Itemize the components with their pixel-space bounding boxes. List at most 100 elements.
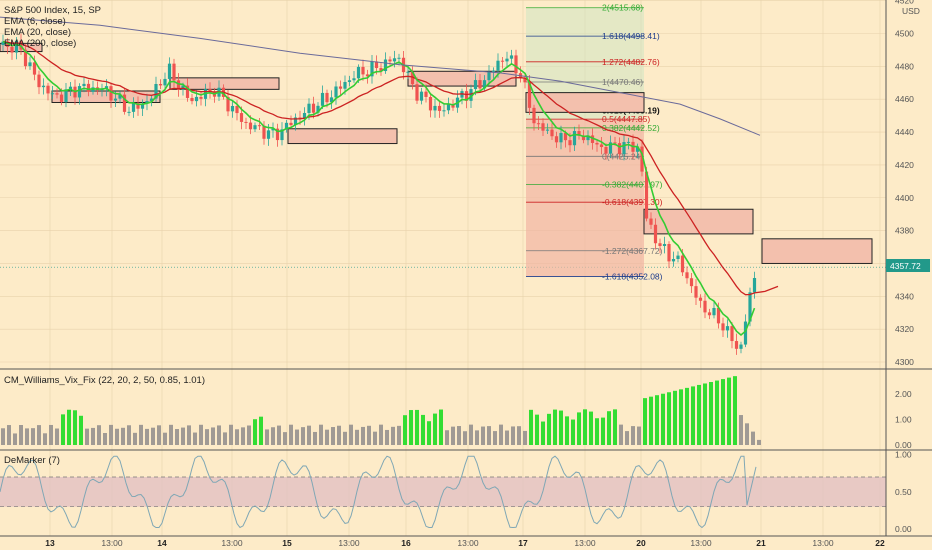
candle-body	[311, 103, 316, 113]
vix-bar	[517, 426, 521, 445]
candle-body	[28, 62, 32, 67]
candle-body	[23, 49, 28, 67]
candle-body	[77, 86, 82, 98]
candle-body	[230, 105, 235, 112]
vix-bar	[349, 424, 353, 445]
vix-bar	[163, 432, 167, 445]
candle-body	[505, 58, 509, 62]
candle-body	[469, 89, 473, 101]
candle-body	[307, 103, 311, 113]
vix-bar	[643, 398, 647, 445]
zone-box	[643, 208, 754, 235]
candle-body	[302, 112, 307, 119]
symbol-title: S&P 500 Index, 15, SP	[4, 5, 101, 16]
vix-bar	[133, 432, 137, 445]
zone-box	[287, 128, 398, 145]
fib-level-label: 2(4515.68)	[602, 3, 643, 13]
vix-bar	[211, 427, 215, 445]
vix-bar	[649, 396, 653, 445]
candle-body	[532, 107, 536, 124]
vix-bar	[487, 426, 491, 445]
candle-body	[748, 292, 752, 322]
vix-bar	[289, 424, 293, 445]
candle-body	[653, 224, 658, 244]
candle-body	[545, 129, 550, 131]
vix-bar	[181, 427, 185, 445]
candle-body	[118, 94, 122, 99]
candle-body	[10, 46, 14, 53]
vix-bar	[451, 426, 455, 445]
candle-body	[55, 93, 59, 95]
y-tick-label: 4500	[895, 29, 914, 39]
vix-tick-label: 1.00	[895, 415, 912, 425]
y-tick-label: 4400	[895, 193, 914, 203]
x-tick-label: 13:00	[574, 538, 596, 548]
candle-body	[491, 70, 496, 73]
zone-box	[51, 90, 161, 103]
candle-body	[604, 147, 608, 154]
x-tick-label: 16	[401, 538, 411, 548]
x-tick-label: 13:00	[101, 538, 123, 548]
candle-body	[64, 89, 68, 102]
candle-body	[289, 122, 293, 126]
candle-body	[199, 96, 203, 99]
candle-body	[343, 81, 347, 89]
candle-body	[608, 142, 613, 154]
candle-body	[86, 83, 91, 92]
vix-bar	[373, 431, 377, 445]
candle-body	[68, 86, 73, 90]
vix-bar	[589, 411, 593, 445]
vix-fix-bars	[1, 376, 761, 445]
vix-bar	[175, 429, 179, 445]
candle-body	[383, 59, 388, 72]
vix-bar	[271, 427, 275, 445]
vix-bar	[235, 429, 239, 445]
candle-body	[446, 104, 451, 111]
candle-body	[712, 307, 716, 316]
vix-bar	[595, 418, 599, 445]
candle-body	[509, 55, 514, 59]
y-tick-label: 4380	[895, 226, 914, 236]
candle-body	[658, 243, 662, 247]
vix-bar	[115, 428, 119, 445]
vix-bar	[697, 384, 701, 445]
vix-bar	[751, 431, 755, 445]
candle-body	[527, 82, 532, 108]
dem-tick-label: 0.00	[895, 524, 912, 534]
vix-fix-title: CM_Williams_Vix_Fix (22, 20, 2, 50, 0.85…	[4, 375, 205, 386]
candle-body	[428, 96, 433, 111]
candle-body	[172, 63, 176, 81]
vix-bar	[601, 417, 605, 445]
candle-body	[613, 142, 617, 144]
vix-bar	[397, 425, 401, 445]
y-tick-label: 4420	[895, 160, 914, 170]
vix-bar	[421, 414, 425, 445]
ema-20-line	[2, 40, 779, 296]
candle-body	[235, 105, 239, 114]
x-tick-label: 14	[157, 538, 167, 548]
vix-bar	[157, 425, 161, 445]
vix-bar	[655, 395, 659, 445]
demarker-line-path	[0, 455, 757, 529]
candle-body	[50, 93, 55, 95]
y-tick-label: 4300	[895, 357, 914, 367]
x-tick-label: 22	[875, 538, 885, 548]
vix-bar	[613, 409, 617, 445]
candle-body	[370, 61, 374, 77]
y-tick-label: 4480	[895, 61, 914, 71]
vix-bar	[127, 425, 131, 445]
vix-bar	[331, 427, 335, 445]
vix-bar	[259, 416, 263, 445]
vix-bar	[229, 424, 233, 445]
vix-bar	[547, 413, 551, 445]
candle-body	[275, 128, 280, 141]
candle-body	[694, 286, 698, 298]
vix-bar	[193, 432, 197, 445]
vix-bar	[679, 389, 683, 445]
vix-bar	[247, 425, 251, 445]
vix-bar	[199, 424, 203, 445]
candle-body	[577, 131, 581, 136]
candle-body	[176, 80, 181, 90]
